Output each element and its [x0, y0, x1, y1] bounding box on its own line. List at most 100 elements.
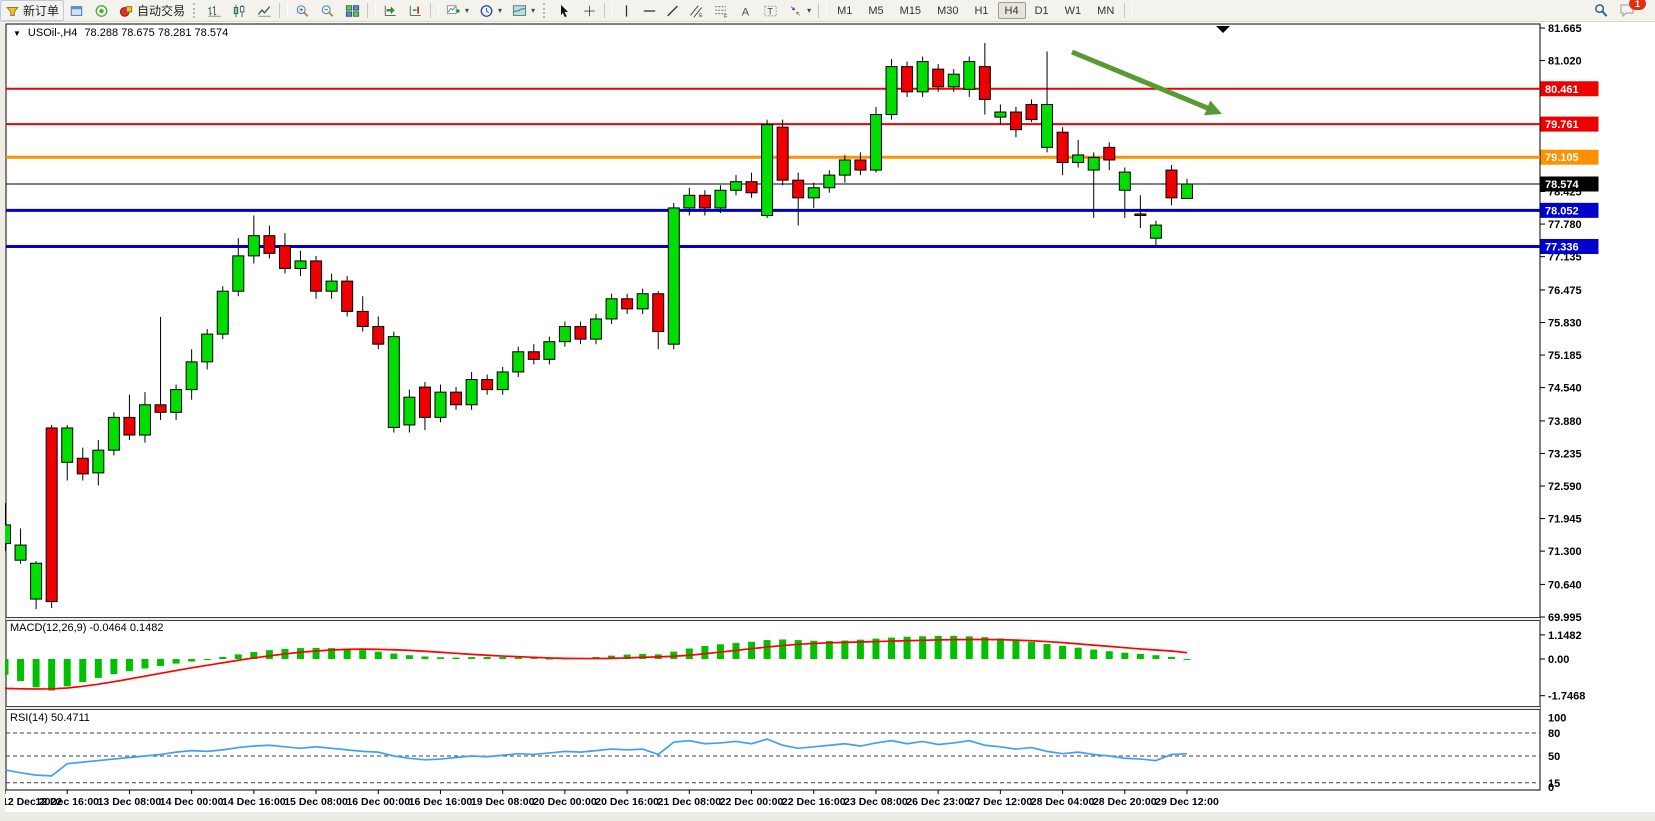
notifications-button[interactable]: 1	[1614, 0, 1646, 21]
macd-histogram-bar	[1059, 645, 1067, 659]
caret-down-icon: ▾	[531, 6, 536, 15]
macd-histogram-bar	[903, 636, 911, 659]
rsi-tick-label: 0	[1548, 782, 1554, 794]
zoom-out-button[interactable]	[315, 0, 340, 21]
signals-button[interactable]	[89, 0, 114, 21]
vline-button[interactable]	[615, 0, 638, 21]
candle	[247, 215, 260, 264]
candle-body	[170, 389, 183, 413]
time-label: 16 Dec 00:00	[346, 796, 410, 808]
trendline-icon	[667, 5, 678, 16]
timeframe-d1[interactable]: D1	[1028, 2, 1056, 19]
timeframe-m1[interactable]: M1	[830, 2, 859, 19]
candle-body	[854, 159, 867, 171]
candle-body	[1149, 224, 1162, 239]
macd-histogram-bar	[919, 636, 927, 659]
timeframe-m5[interactable]: M5	[861, 2, 890, 19]
channel-button[interactable]: E	[684, 0, 709, 21]
candle	[854, 152, 867, 176]
auto-scroll-button[interactable]	[378, 0, 403, 21]
macd-histogram-bar	[405, 655, 413, 659]
candle	[325, 273, 338, 299]
cursor-button[interactable]	[552, 0, 577, 21]
label-button[interactable]: T	[758, 0, 783, 21]
candle	[387, 331, 400, 433]
candle-body	[1181, 183, 1194, 199]
chart-bar-button[interactable]	[202, 0, 227, 21]
arrows-button[interactable]: ▾	[783, 0, 816, 21]
time-label: 14 Dec 16:00	[222, 796, 286, 808]
timeframe-h4[interactable]: H4	[997, 2, 1026, 19]
candle	[761, 119, 774, 219]
rsi-tick-label: 80	[1548, 728, 1560, 740]
trendline-button[interactable]	[661, 0, 684, 21]
pane-separator[interactable]	[6, 706, 1540, 710]
crosshair-button[interactable]	[577, 0, 602, 21]
ohlc-dropdown-icon[interactable]: ▼	[13, 28, 21, 38]
timeframe-mn[interactable]: MN	[1090, 2, 1121, 19]
window-bottom-edge	[0, 812, 1655, 821]
candle	[869, 106, 882, 173]
chart-candle-button[interactable]	[227, 0, 252, 21]
templates-button[interactable]: ▾	[507, 0, 540, 21]
macd-histogram-bar	[265, 650, 273, 659]
new-order-button[interactable]: 新订单	[0, 0, 65, 21]
zoom-out-icon	[321, 4, 334, 17]
search-button[interactable]	[1588, 0, 1614, 21]
candle	[170, 384, 183, 420]
hline-button[interactable]	[638, 0, 661, 21]
candle-body	[465, 379, 478, 406]
trend-arrow-line[interactable]	[1071, 49, 1212, 112]
time-label: 13 Dec 08:00	[98, 796, 162, 808]
data-window-button[interactable]	[64, 0, 89, 21]
candle	[605, 293, 618, 325]
trend-arrow-head[interactable]	[1204, 100, 1222, 116]
candle	[543, 336, 556, 365]
fibonacci-button[interactable]: F	[709, 0, 734, 21]
macd-histogram-bar	[94, 659, 102, 678]
text-button[interactable]: A	[734, 0, 758, 21]
candle-body	[714, 189, 727, 209]
macd-histogram-bar	[1027, 641, 1035, 659]
macd-histogram-bar	[934, 635, 942, 659]
autotrade-button[interactable]: 自动交易	[114, 0, 190, 21]
tile-windows-icon	[345, 4, 360, 17]
candle	[745, 172, 758, 198]
time-label: 26 Dec 23:00	[906, 796, 970, 808]
line-chart-icon	[257, 5, 271, 17]
notification-badge: 1	[1629, 0, 1646, 10]
candle-body	[901, 66, 914, 93]
candle-body	[698, 194, 711, 209]
rsi-tick-label: 100	[1548, 713, 1566, 725]
timeframe-w1[interactable]: W1	[1058, 2, 1089, 19]
price-tick-label: 72.590	[1548, 481, 1582, 493]
tile-windows-button[interactable]	[340, 0, 365, 21]
vertical-line-icon	[625, 4, 628, 17]
periods-button[interactable]: ▾	[474, 0, 507, 21]
timeframe-h1[interactable]: H1	[967, 2, 995, 19]
time-label: 20 Dec 00:00	[533, 796, 597, 808]
candle	[465, 371, 478, 410]
chart-shift-button[interactable]	[403, 0, 428, 21]
pane-separator[interactable]	[6, 617, 1540, 621]
macd-histogram-bar	[670, 651, 678, 659]
macd-histogram-bar	[141, 659, 149, 669]
candle	[107, 412, 120, 456]
chart-shift-marker[interactable]	[1216, 26, 1230, 33]
chart-line-button[interactable]	[252, 0, 277, 21]
candle-body	[481, 379, 494, 391]
candle	[76, 447, 89, 481]
macd-histogram-bar	[841, 640, 849, 659]
candle-body	[994, 111, 1007, 118]
macd-histogram-bar	[110, 659, 118, 675]
zoom-in-button[interactable]	[290, 0, 315, 21]
rsi-line	[4, 738, 1188, 777]
rsi-tick-label: 15	[1548, 778, 1560, 790]
timeframe-m30[interactable]: M30	[930, 2, 965, 19]
candle	[61, 424, 74, 481]
indicators-button[interactable]: ▾	[441, 0, 474, 21]
macd-histogram-bar	[1, 659, 9, 675]
timeframe-m15[interactable]: M15	[893, 2, 928, 19]
candle	[201, 329, 214, 370]
